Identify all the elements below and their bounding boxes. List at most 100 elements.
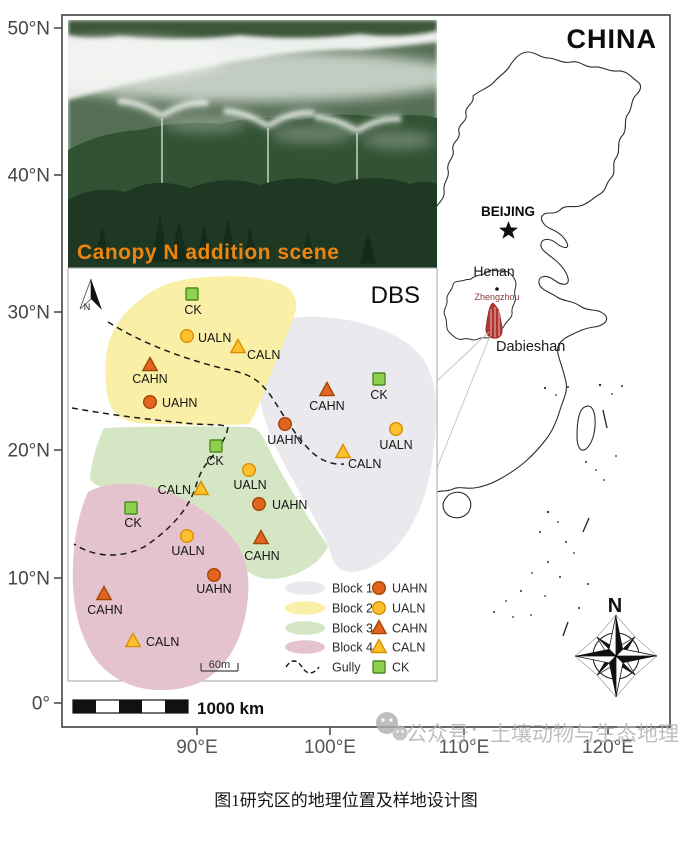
dbs-scale-bar [200,663,239,672]
legend-treatment-label: UAHN [392,582,427,596]
y-tick-label: 0° [32,694,50,715]
treatment-marker-caln [370,637,388,654]
legend-gully-symbol [285,660,320,674]
y-axis-ticks: 50°N 40°N 30°N 20°N 10°N 0° [8,19,62,715]
treatment-marker-caln [334,442,352,459]
zhengzhou-dot [495,287,499,291]
dbs-legend: Block 1 Block 2 Block 3 Block 4 Gully UAHN UAL… [285,581,427,675]
beijing-star [499,221,518,239]
treatment-marker-ualn [179,529,194,544]
treatment-marker-caln [229,337,247,354]
point-label-caln: CALN [247,348,280,362]
photo-caption: Canopy N addition scene [77,241,339,264]
canopy-photo [68,20,437,270]
legend-gully-label: Gully [332,661,361,675]
treatment-marker-ualn [241,463,256,478]
map-scale-label: 1000 km [197,699,264,718]
treatment-marker-uahn [372,581,387,596]
inset-callout-lines [436,331,491,469]
point-label-ualn: UALN [171,544,204,558]
henan-province [443,269,517,341]
point-label-uahn: UAHN [196,582,231,596]
hainan-island [442,491,472,519]
treatment-marker-uahn [142,395,157,410]
legend-block-label: Block 3 [332,622,373,636]
dbs-north-arrow [79,278,102,310]
dbs-north-label: N [84,302,91,312]
legend-treatment-label: CK [392,661,410,675]
point-label-ck: CK [184,303,202,317]
legend-block-swatch [285,581,325,595]
dbs-title: DBS [371,282,420,309]
point-label-cahn: CAHN [309,399,344,413]
legend-treatment-label: CAHN [392,622,427,636]
dabieshan-area [485,302,503,339]
point-label-cahn: CAHN [244,549,279,563]
y-tick-label: 30°N [8,303,50,324]
block-3-area [90,426,328,579]
point-label-caln: CALN [348,457,381,471]
treatment-marker-cahn [252,528,270,545]
x-axis-ticks: 90°E 100°E 110°E 120°E [176,727,634,758]
beijing-label: BEIJING [481,204,535,219]
legend-block-label: Block 1 [332,582,373,596]
watermark: 公众号：土壤动物与生态地理 [376,712,679,746]
point-label-ualn: UALN [198,331,231,345]
treatment-marker-ualn [179,329,194,344]
gully-lines [71,321,345,556]
treatment-marker-ck [372,660,386,674]
x-tick-label: 100°E [304,737,356,758]
treatment-marker-cahn [318,380,336,397]
sea-islands [493,383,623,637]
point-label-uahn: UAHN [272,498,307,512]
map-scale-bar [72,699,189,714]
compass-north-label: N [608,595,622,617]
legend-block-swatch [285,601,325,615]
point-label-ualn: UALN [233,478,266,492]
conifer-trees [95,214,376,264]
y-tick-label: 10°N [8,569,50,590]
sprinkler-sprays [117,96,434,208]
point-label-uahn: UAHN [267,433,302,447]
dbs-sample-points: CK UALN CALN CAHN UAHN CAHN CK UAHN UALN CALN CK UA… [87,287,413,649]
treatment-marker-ualn [389,422,404,437]
point-label-uahn: UAHN [162,396,197,410]
point-label-cahn: CAHN [87,603,122,617]
dbs-scale-label: 60m [209,659,230,671]
block-4-area [72,483,249,691]
treatment-marker-ck [372,372,386,386]
treatment-marker-ck [209,439,223,453]
treatment-marker-cahn [95,584,113,601]
china-map [436,51,642,637]
treatment-marker-cahn [370,618,388,635]
legend-block-swatch [285,640,325,654]
treatment-marker-uahn [206,568,221,583]
point-label-ck: CK [124,516,142,530]
treatment-marker-caln [124,631,142,648]
y-tick-label: 40°N [8,166,50,187]
legend-block-swatch [285,621,325,635]
point-label-caln: CALN [146,635,179,649]
treatment-marker-ualn [372,601,387,616]
point-label-caln: CALN [158,483,191,497]
x-tick-label: 120°E [582,737,634,758]
dabieshan-label: Dabieshan [496,339,565,355]
wechat-icon [376,712,408,741]
block-1-area [257,316,436,572]
henan-label: Henan [473,263,514,279]
china-title: CHINA [567,24,658,54]
treatment-marker-cahn [141,355,159,372]
treatment-marker-ck [124,501,138,515]
compass-rose [574,614,658,698]
legend-block-label: Block 2 [332,602,373,616]
x-tick-label: 90°E [176,737,217,758]
treatment-marker-caln [192,479,210,496]
point-label-cahn: CAHN [132,372,167,386]
china-outline [436,51,642,493]
y-tick-label: 50°N [8,19,50,40]
point-label-ualn: UALN [379,438,412,452]
block-2-area [105,276,297,426]
watermark-text: 公众号：土壤动物与生态地理 [406,723,679,746]
treatment-marker-ck [185,287,199,301]
